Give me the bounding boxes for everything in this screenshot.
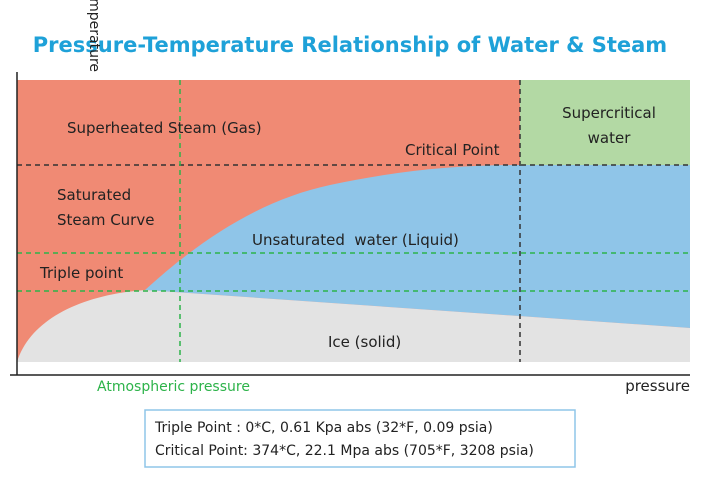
saturated-label: Steam Curve [57, 211, 154, 229]
x-axis-label: pressure [625, 377, 690, 395]
triple-point-label: Triple point [39, 264, 123, 282]
superheated-label: Superheated Steam (Gas) [67, 119, 262, 137]
supercritical-label: water [588, 129, 632, 147]
info-line: Triple Point : 0*C, 0.61 Kpa abs (32*F, … [154, 420, 493, 436]
ice-region [17, 290, 690, 362]
saturated-label: Saturated [57, 186, 131, 204]
info-box [144, 409, 576, 468]
title: Pressure-Temperature Relationship of Wat… [33, 33, 667, 57]
critical-point-label: Critical Point [405, 141, 500, 159]
supercritical-label: Supercritical [562, 104, 656, 122]
liquid-label: Unsaturated water (Liquid) [252, 231, 459, 249]
liquid-region [145, 165, 690, 328]
supercritical-region [520, 80, 690, 165]
ice-label: Ice (solid) [328, 333, 401, 351]
info-line: Critical Point: 374*C, 22.1 Mpa abs (705… [155, 443, 534, 459]
atmospheric-label: Atmospheric pressure [97, 379, 250, 395]
y-axis-label: temperature [86, 0, 102, 72]
